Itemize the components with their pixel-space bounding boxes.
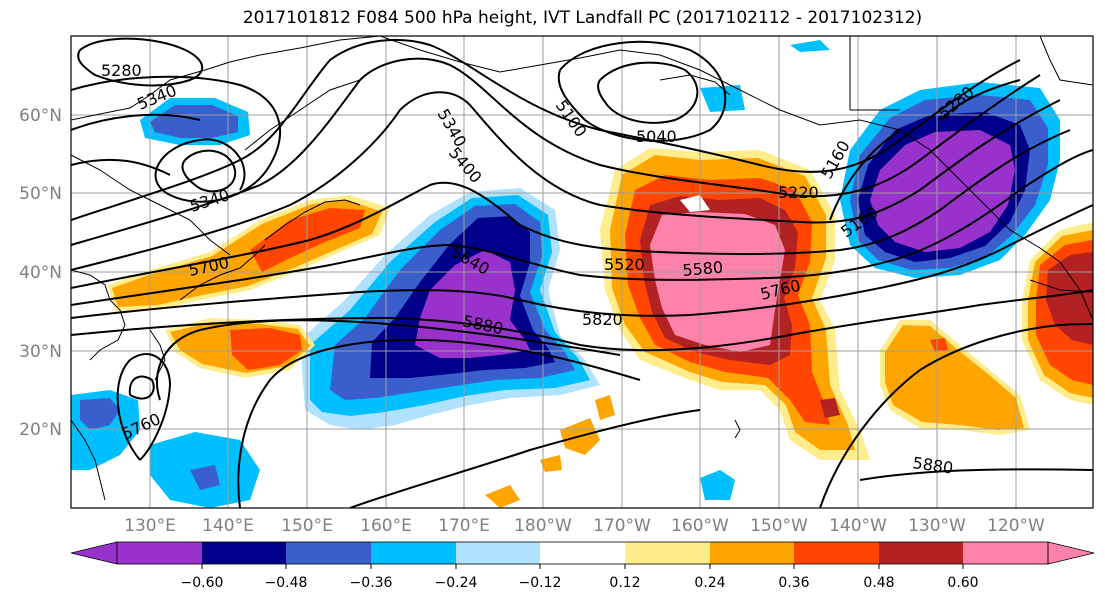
lon-label: 170°E bbox=[438, 516, 490, 536]
lat-label: 40°N bbox=[19, 263, 62, 283]
height-contours bbox=[71, 37, 1093, 508]
map-frame bbox=[70, 35, 1094, 509]
colorbar-tick-label: 0.24 bbox=[694, 575, 725, 591]
colorbar-extend-low bbox=[70, 541, 118, 565]
longitude-labels: 130°E 140°E 150°E 160°E 170°E 180°W 170°… bbox=[124, 516, 1045, 536]
lon-label: 150°E bbox=[281, 516, 333, 536]
lon-label: 180°W bbox=[514, 516, 572, 536]
contour-label: 5580 bbox=[682, 258, 724, 280]
lat-label: 20°N bbox=[19, 420, 62, 440]
colorbar-segment bbox=[794, 542, 879, 564]
negative-ivt-anomaly-sea-of-okhotsk bbox=[140, 98, 250, 145]
lon-label: 130°W bbox=[908, 516, 966, 536]
lon-label: 130°E bbox=[124, 516, 176, 536]
colorbar-tick-label: −0.12 bbox=[519, 575, 562, 591]
latitude-labels: 60°N 50°N 40°N 30°N 20°N bbox=[19, 106, 62, 440]
lon-label: 120°W bbox=[987, 516, 1045, 536]
lon-label: 170°W bbox=[593, 516, 651, 536]
colorbar-segment bbox=[710, 542, 794, 564]
lat-label: 50°N bbox=[19, 184, 62, 204]
colorbar-tick-label: 0.36 bbox=[778, 575, 809, 591]
map-title: 2017101812 F084 500 hPa height, IVT Land… bbox=[242, 8, 923, 28]
colorbar-segment bbox=[963, 542, 1048, 564]
contour-label: 5820 bbox=[582, 310, 623, 329]
colorbar-tick-label: 0.48 bbox=[863, 575, 894, 591]
contour-label: 5220 bbox=[778, 183, 819, 202]
lat-label: 30°N bbox=[19, 342, 62, 362]
colorbar-tick-label: 0.60 bbox=[947, 575, 978, 591]
colorbar-segment bbox=[625, 542, 710, 564]
colorbar-tick-label: −0.48 bbox=[265, 575, 308, 591]
colorbar-segment bbox=[202, 542, 286, 564]
lon-label: 160°E bbox=[360, 516, 412, 536]
lon-label: 140°E bbox=[202, 516, 254, 536]
negative-ivt-anomaly-west-pacific bbox=[71, 40, 830, 508]
colorbar-tick-label: −0.36 bbox=[350, 575, 393, 591]
colorbar-tick-label: −0.60 bbox=[181, 575, 224, 591]
contour-label: 5520 bbox=[604, 255, 645, 274]
contour-label: 5280 bbox=[101, 61, 142, 80]
lon-label: 150°W bbox=[750, 516, 808, 536]
colorbar-segment bbox=[540, 542, 625, 564]
lon-label: 140°W bbox=[829, 516, 887, 536]
colorbar-segment bbox=[117, 542, 202, 564]
colorbar-extend-high bbox=[1047, 541, 1095, 565]
contour-label: 5040 bbox=[636, 127, 677, 146]
colorbar: −0.60 −0.48 −0.36 −0.24 −0.12 0.12 0.24 … bbox=[70, 541, 1095, 591]
lat-label: 60°N bbox=[19, 106, 62, 126]
colorbar-segment bbox=[371, 542, 456, 564]
colorbar-segment bbox=[286, 542, 371, 564]
coastlines bbox=[71, 36, 1093, 501]
colorbar-segment bbox=[456, 542, 540, 564]
lon-label: 160°W bbox=[671, 516, 729, 536]
colorbar-tick-label: 0.12 bbox=[609, 575, 640, 591]
plot-area: 5280 5340 5340 5100 5040 5340 5400 5220 … bbox=[71, 36, 1093, 508]
colorbar-tick-label: −0.24 bbox=[435, 575, 478, 591]
colorbar-segment bbox=[879, 542, 963, 564]
